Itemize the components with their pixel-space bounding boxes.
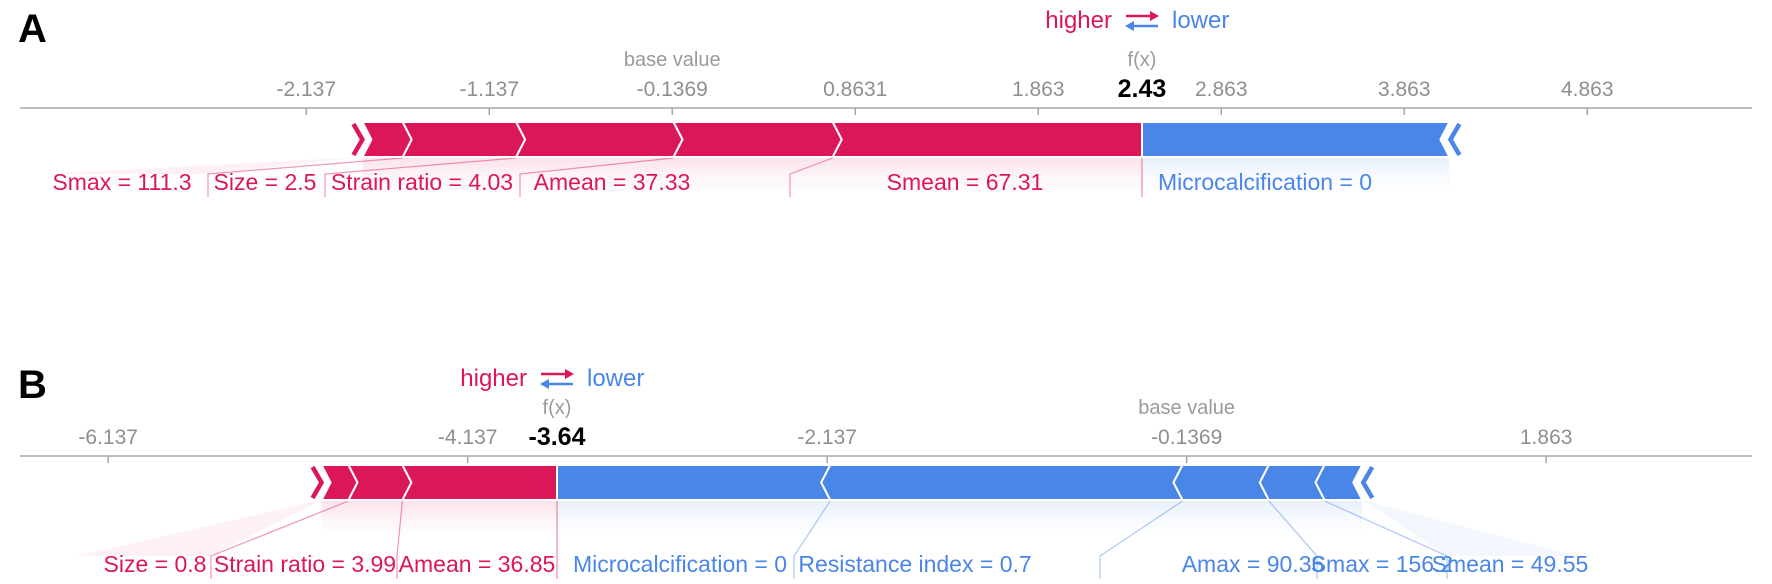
tick-label: -0.1369 [637, 78, 708, 101]
base-value-label: base value [624, 49, 721, 71]
fx-value: -3.64 [529, 423, 586, 451]
legend-arrow-right-icon [565, 369, 574, 379]
bar-segment-resistance-index[interactable] [820, 464, 1185, 501]
tick-label: -2.137 [797, 426, 857, 449]
leader-fan [1362, 500, 1578, 556]
blue-tail-chevron-icon [1360, 465, 1375, 500]
force-plot-panel-B: -6.137 -4.137 -2.137 -0.1369 1.863 base value… [0, 330, 1772, 584]
bar-segment-amean[interactable] [400, 464, 558, 501]
leader-fan [44, 157, 363, 174]
feature-label-smean: Smean = 67.31 [887, 169, 1044, 195]
legend-lower-label: lower [1172, 7, 1229, 34]
leader-line [793, 500, 831, 579]
leader-fan [77, 500, 322, 556]
feature-label-size: Size = 0.8 [104, 551, 207, 577]
leader-line [789, 157, 833, 197]
leader-line [207, 157, 403, 197]
feature-label-amean: Amean = 37.33 [534, 169, 691, 195]
legend-arrow-left-icon [1125, 21, 1134, 31]
red-tail-chevron-icon [351, 122, 366, 157]
feature-label-size: Size = 2.5 [214, 169, 317, 195]
leader-line [1099, 500, 1183, 579]
bar-segment-amax[interactable] [1172, 464, 1271, 501]
tick-label: 1.863 [1012, 78, 1065, 101]
leader-line [396, 500, 404, 579]
panel-letter-A: A [18, 7, 47, 51]
fx-label: f(x) [1128, 49, 1157, 71]
bar-segment-strain-ratio[interactable] [514, 121, 684, 158]
force-plot-panel-A: -2.137 -1.137 -0.1369 0.8631 1.863 2.863 3.863… [18, 7, 1752, 197]
legend-higher-label: higher [460, 365, 527, 392]
tick-label: -0.1369 [1151, 426, 1222, 449]
feature-label-amax: Amax = 90.36 [1182, 551, 1325, 577]
fx-label: f(x) [543, 397, 572, 419]
bar-segment-smean[interactable] [831, 121, 1143, 158]
tick-label: -4.137 [438, 426, 498, 449]
leader-line [1268, 500, 1318, 579]
feature-label-smax: Smax = 156.2 [1311, 551, 1454, 577]
base-value-label: base value [1138, 397, 1235, 419]
red-tail-chevron-icon [310, 465, 325, 500]
reflection [1142, 158, 1450, 194]
tick-label: 2.863 [1195, 78, 1248, 101]
legend-lower-label: lower [587, 365, 644, 392]
feature-label-microcalcification: Microcalcification = 0 [573, 551, 787, 577]
bar-segment-microcalcification[interactable] [1141, 121, 1452, 158]
blue-tail-chevron-icon [1447, 122, 1462, 157]
fx-value: 2.43 [1118, 75, 1167, 103]
bar-segment-size[interactable] [401, 121, 527, 158]
tick-label: 4.863 [1561, 78, 1614, 101]
reflection [557, 501, 1363, 537]
feature-label-amean: Amean = 36.85 [399, 551, 556, 577]
reflection [362, 158, 1142, 194]
bar-segment-microcalcification[interactable] [556, 464, 832, 501]
leader-line [324, 157, 517, 197]
leader-line [210, 500, 349, 579]
bar-segment-amean[interactable] [671, 121, 843, 158]
bar-segment-strain-ratio[interactable] [346, 464, 413, 501]
tick-label: -2.137 [276, 78, 336, 101]
leader-line [519, 157, 674, 197]
reflection [321, 501, 557, 537]
feature-label-strain-ratio: Strain ratio = 4.03 [331, 169, 513, 195]
tick-label: 3.863 [1378, 78, 1431, 101]
legend-higher-label: higher [1045, 7, 1112, 34]
feature-label-resistance-index: Resistance index = 0.7 [798, 551, 1031, 577]
legend-arrow-right-icon [1150, 11, 1159, 21]
feature-label-strain-ratio: Strain ratio = 3.99 [214, 551, 396, 577]
tick-label: 1.863 [1520, 426, 1573, 449]
force-plot-A-svg: -2.137 -1.137 -0.1369 0.8631 1.863 2.863 3.863… [18, 7, 1752, 197]
tick-label: 0.8631 [823, 78, 887, 101]
legend-arrow-left-icon [540, 379, 549, 389]
leader-line [1324, 500, 1448, 579]
bar-segment-smean[interactable] [1314, 464, 1364, 501]
force-plot-B-svg: -6.137 -4.137 -2.137 -0.1369 1.863 base value… [18, 363, 1752, 579]
tick-label: -1.137 [459, 78, 519, 101]
tick-label: -6.137 [78, 426, 138, 449]
feature-label-smean: Smean = 49.55 [1432, 551, 1589, 577]
feature-label-smax: Smax = 111.3 [52, 169, 191, 195]
feature-label-microcalcification: Microcalcification = 0 [1158, 169, 1372, 195]
panel-letter-B: B [18, 363, 47, 407]
